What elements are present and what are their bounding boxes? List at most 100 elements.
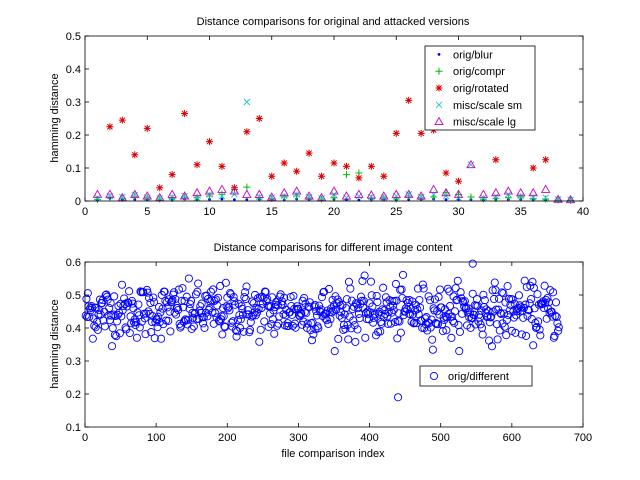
data-point <box>553 319 562 328</box>
data-point <box>186 300 195 309</box>
data-point <box>226 290 235 299</box>
data-point <box>149 293 158 302</box>
data-point <box>416 303 425 312</box>
data-point <box>468 289 477 298</box>
data-point <box>145 309 154 318</box>
data-point <box>157 334 166 343</box>
data-point <box>249 299 258 308</box>
data-point <box>253 308 262 317</box>
data-point <box>464 304 473 313</box>
data-point <box>113 310 122 319</box>
data-point <box>296 309 305 318</box>
data-point <box>551 298 561 307</box>
data-point <box>553 194 563 203</box>
legend-entry-label: misc/scale lg <box>453 117 516 129</box>
data-point <box>455 327 464 336</box>
data-point <box>194 279 203 288</box>
data-point <box>144 293 154 302</box>
data-point <box>140 314 149 323</box>
data-point <box>450 307 459 316</box>
data-point <box>546 286 555 295</box>
legend-box <box>424 45 536 131</box>
y-tick-label: 0.4 <box>66 323 81 335</box>
data-point <box>236 315 245 324</box>
data-point <box>270 329 279 338</box>
data-point <box>206 297 215 306</box>
data-point <box>233 198 236 202</box>
data-point <box>536 331 545 340</box>
data-point <box>297 309 306 318</box>
data-point <box>88 334 97 343</box>
y-tick-label: 0 <box>75 196 81 208</box>
data-point <box>565 194 576 204</box>
data-point <box>434 292 443 302</box>
data-point <box>339 320 349 329</box>
data-point <box>238 310 247 319</box>
data-point <box>340 310 349 319</box>
data-point <box>392 129 400 137</box>
data-point <box>396 328 405 337</box>
data-point <box>273 321 282 330</box>
data-point <box>435 285 445 294</box>
data-point <box>379 283 388 292</box>
data-point <box>543 294 552 303</box>
data-point <box>268 172 276 180</box>
data-point <box>199 313 208 322</box>
data-point <box>515 187 526 197</box>
data-point <box>289 291 298 300</box>
data-point <box>347 296 356 305</box>
y-tick-label: 0.6 <box>66 257 81 269</box>
data-point <box>83 289 92 298</box>
data-point <box>508 295 517 304</box>
legend-entry-label: orig/compr <box>453 66 505 78</box>
x-tick-label: 30 <box>452 206 464 218</box>
data-point <box>299 317 308 326</box>
data-point <box>375 307 384 316</box>
data-point <box>416 191 426 200</box>
data-point <box>379 191 389 200</box>
y-tick-label: 0.3 <box>66 97 81 109</box>
data-point <box>101 291 110 300</box>
data-point <box>115 329 124 338</box>
y-tick-label: 0.5 <box>66 31 81 43</box>
data-point <box>187 324 196 333</box>
data-point <box>458 297 467 306</box>
data-points <box>81 259 563 402</box>
data-point <box>204 186 215 195</box>
y-tick-label: 0.1 <box>66 163 81 175</box>
data-point <box>231 300 240 309</box>
plot-area-frame <box>84 35 584 202</box>
data-point <box>240 293 249 302</box>
data-point <box>327 308 336 317</box>
data-point <box>109 310 118 319</box>
data-point <box>367 162 375 170</box>
data-point <box>353 325 362 334</box>
y-tick-label: 0.3 <box>66 356 81 368</box>
data-point <box>335 311 344 320</box>
data-point <box>168 171 176 179</box>
data-point <box>134 300 143 309</box>
data-point <box>417 129 425 137</box>
data-point <box>529 164 537 172</box>
data-point <box>388 296 397 306</box>
data-point <box>291 186 302 195</box>
legend: orig/blur orig/compr orig/rotated misc/scal… <box>424 45 536 131</box>
data-point <box>433 320 442 329</box>
data-point <box>497 288 506 297</box>
legend-entry-label: misc/scale sm <box>453 100 522 112</box>
data-point <box>460 302 469 311</box>
data-point <box>247 312 256 321</box>
data-point <box>468 259 477 268</box>
data-point <box>503 282 512 291</box>
data-point <box>174 285 183 294</box>
data-point <box>199 319 208 328</box>
data-point <box>397 285 406 294</box>
data-point <box>488 286 497 295</box>
data-point <box>208 308 217 317</box>
data-point <box>315 301 324 310</box>
data-point <box>280 193 288 201</box>
legend-marker <box>435 84 443 92</box>
data-point <box>110 292 119 301</box>
data-point <box>376 327 385 336</box>
legend: orig/different <box>419 365 533 387</box>
